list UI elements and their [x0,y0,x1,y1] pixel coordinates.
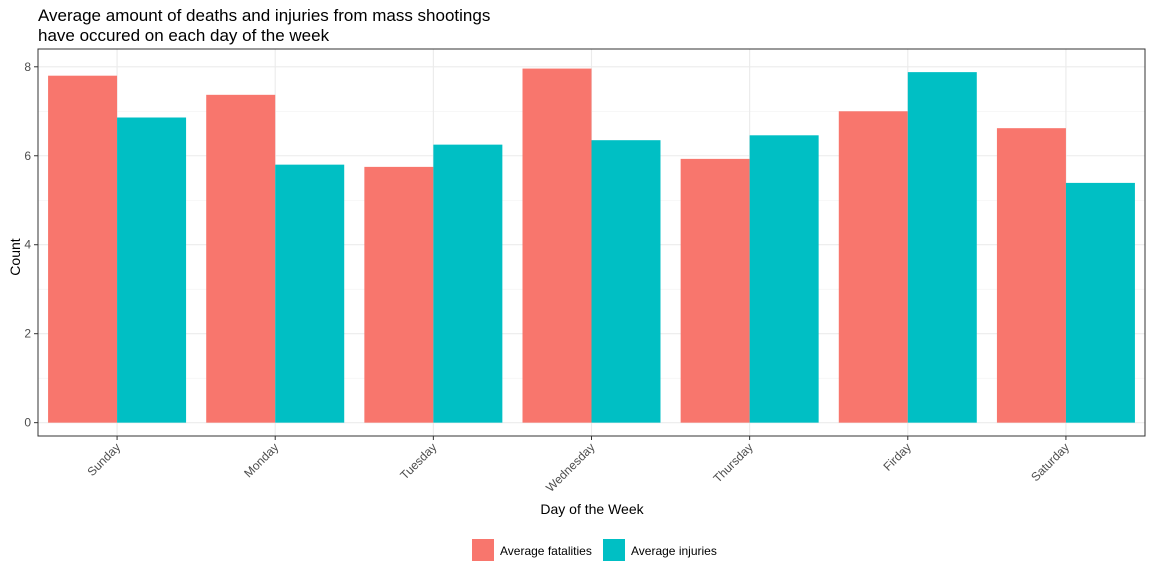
bar-average-injuries-saturday [1065,182,1135,423]
bar-average-fatalities-monday [206,94,276,423]
y-tick-label: 8 [24,60,31,74]
legend-swatch-average-fatalities [472,539,494,561]
bar-average-injuries-wednesday [591,140,661,423]
chart-title-line-1: Average amount of deaths and injuries fr… [38,6,491,25]
bar-average-injuries-sunday [117,117,187,423]
bar-average-fatalities-firday [838,111,908,423]
y-tick-label: 0 [24,416,31,430]
chart-title-line-2: have occured on each day of the week [38,26,330,45]
bar-average-fatalities-thursday [680,158,750,423]
legend-label-average-injuries: Average injuries [631,544,717,558]
legend: Average fatalities Average injuries [472,539,717,561]
bar-average-fatalities-sunday [48,75,118,423]
bar-average-injuries-firday [907,72,977,423]
x-tick-label: Tuesday [397,440,439,482]
x-tick-label: Wednesday [543,440,598,495]
y-tick-label: 2 [24,327,31,341]
legend-label-average-fatalities: Average fatalities [500,544,592,558]
bar-average-fatalities-saturday [996,128,1066,423]
legend-swatch-average-injuries [603,539,625,561]
x-tick-label: Sunday [85,440,124,479]
x-tick-label: Firday [880,440,913,473]
bar-average-injuries-tuesday [433,144,503,423]
x-axis-title: Day of the Week [540,501,644,517]
bar-average-fatalities-tuesday [364,166,434,423]
y-tick-label: 6 [24,149,31,163]
x-tick-label: Monday [241,440,281,480]
bar-average-fatalities-wednesday [522,68,592,423]
bar-average-injuries-thursday [749,135,819,423]
x-tick-label: Thursday [710,440,755,485]
x-tick-label: Saturday [1028,440,1072,484]
bars [48,68,1135,423]
y-axis-title: Count [7,238,23,275]
y-tick-label: 4 [24,238,31,252]
bar-average-injuries-monday [275,164,345,423]
